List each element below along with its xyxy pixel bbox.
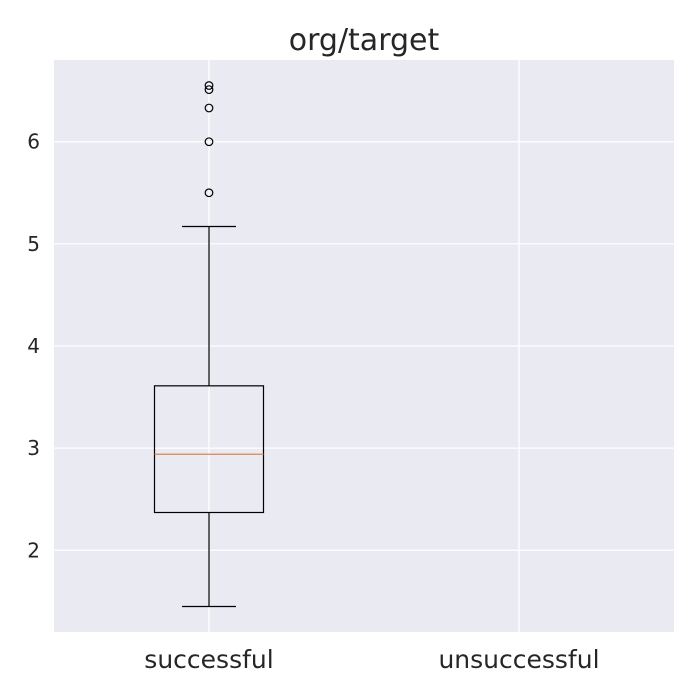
x-axis-tick-labels: successful unsuccessful xyxy=(144,645,599,674)
y-tick-label: 4 xyxy=(27,334,40,358)
y-tick-label: 3 xyxy=(27,436,40,460)
x-tick-label: successful xyxy=(144,645,273,674)
outlier-point xyxy=(204,188,214,198)
outlier-point xyxy=(204,81,214,90)
y-tick-label: 2 xyxy=(27,538,40,562)
outlier-point xyxy=(204,103,214,113)
box-iqr xyxy=(153,385,265,514)
outlier-point xyxy=(204,137,214,147)
box-series xyxy=(153,81,265,608)
box-group xyxy=(153,81,265,608)
y-axis-tick-labels: 2 3 4 5 6 xyxy=(27,130,40,563)
outlier-point xyxy=(204,85,214,95)
chart-title: org/target xyxy=(289,23,440,58)
y-tick-label: 6 xyxy=(27,130,40,154)
y-tick-label: 5 xyxy=(27,232,40,256)
x-tick-label: unsuccessful xyxy=(438,645,599,674)
